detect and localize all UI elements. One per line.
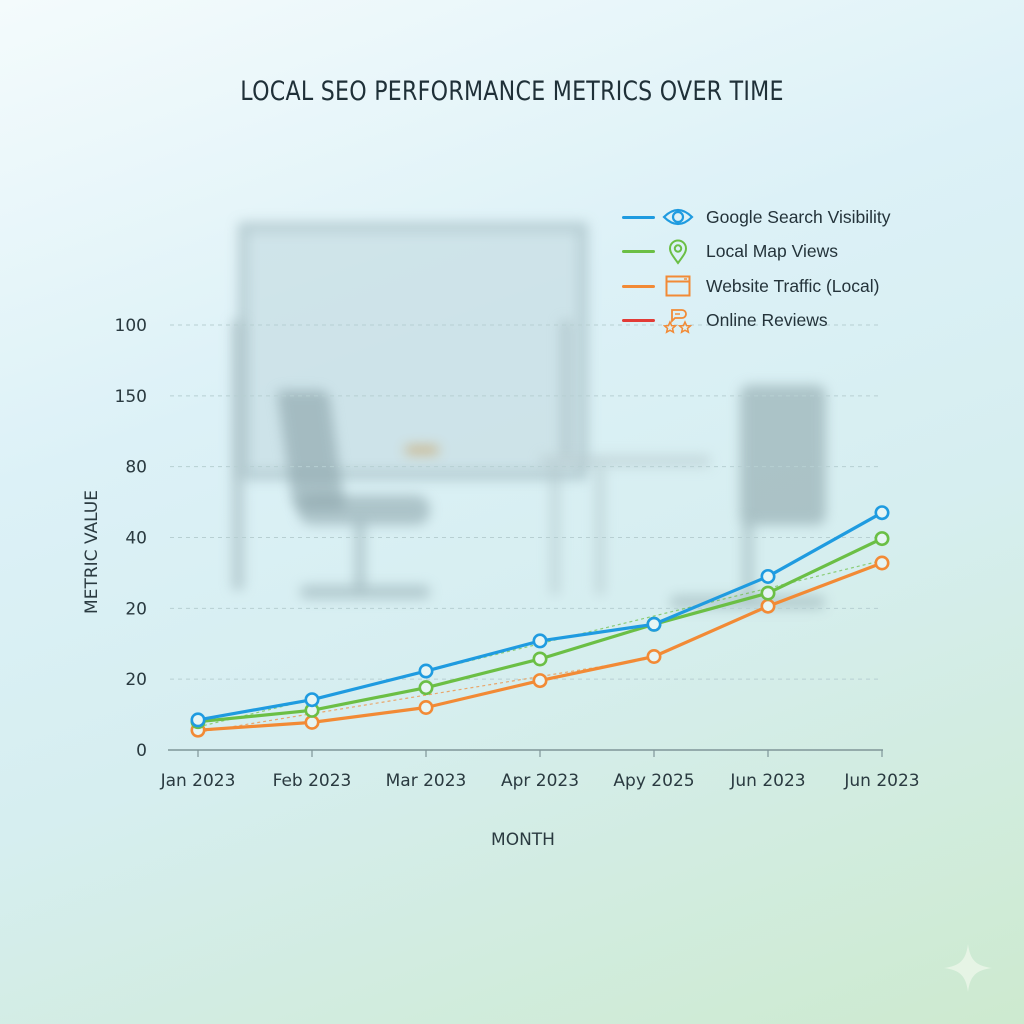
data-point[interactable]	[760, 568, 776, 584]
map-pin-icon	[661, 238, 695, 266]
data-point[interactable]	[532, 673, 548, 689]
data-point[interactable]	[646, 616, 662, 632]
data-point[interactable]	[532, 651, 548, 667]
x-tick-label: Jan 2023	[160, 771, 236, 791]
data-point[interactable]	[532, 633, 548, 649]
x-tick-label: Apy 2025	[613, 771, 694, 791]
legend-label: Online Reviews	[706, 310, 828, 331]
y-tick-label: 20	[125, 670, 147, 690]
x-axis-title: MONTH	[491, 830, 555, 850]
data-point[interactable]	[646, 648, 662, 664]
data-point[interactable]	[418, 663, 434, 679]
legend-label: Local Map Views	[706, 241, 838, 262]
series-line	[197, 511, 883, 722]
legend-label: Google Search Visibility	[706, 206, 891, 227]
trendline	[197, 657, 655, 733]
chart-title: LOCAL SEO PERFORMANCE METRICS OVER TIME	[240, 76, 784, 107]
eye-icon	[661, 203, 695, 231]
data-point[interactable]	[190, 712, 206, 728]
x-tick-label: Jun 2023	[729, 771, 805, 791]
legend-line-swatch	[622, 319, 655, 323]
y-axis-title: METRIC VALUE	[82, 490, 102, 614]
data-point[interactable]	[304, 714, 320, 730]
x-tick-label: Jun 2023	[843, 771, 919, 791]
review-stars-icon	[661, 307, 695, 335]
chart-legend: Google Search Visibility Local Map Views…	[622, 200, 891, 338]
y-tick-label: 40	[125, 529, 147, 549]
sparkle-icon	[944, 944, 992, 992]
series-line	[197, 537, 883, 724]
legend-line-swatch	[622, 250, 655, 254]
legend-line-swatch	[622, 215, 655, 219]
legend-item-online-reviews[interactable]: Online Reviews	[622, 304, 891, 339]
y-tick-label: 80	[125, 458, 147, 478]
x-tick-label: Apr 2023	[501, 771, 579, 791]
legend-line-swatch	[622, 284, 655, 288]
browser-window-icon	[661, 272, 695, 300]
data-point[interactable]	[418, 680, 434, 696]
data-point[interactable]	[418, 699, 434, 715]
data-point[interactable]	[874, 531, 890, 547]
y-tick-label: 0	[136, 741, 147, 761]
x-tick-label: Mar 2023	[386, 771, 467, 791]
y-tick-label: 20	[125, 599, 147, 619]
x-tick-label: Feb 2023	[273, 771, 352, 791]
data-point[interactable]	[874, 505, 890, 521]
y-tick-label: 100	[115, 316, 147, 336]
y-tick-label: 150	[115, 387, 147, 407]
legend-item-google-search-visibility[interactable]: Google Search Visibility	[622, 200, 891, 235]
data-point[interactable]	[874, 555, 890, 571]
data-point[interactable]	[760, 598, 776, 614]
legend-label: Website Traffic (Local)	[706, 275, 880, 296]
legend-item-website-traffic[interactable]: Website Traffic (Local)	[622, 269, 891, 304]
legend-item-local-map-views[interactable]: Local Map Views	[622, 235, 891, 270]
data-point[interactable]	[760, 585, 776, 601]
data-point[interactable]	[304, 692, 320, 708]
